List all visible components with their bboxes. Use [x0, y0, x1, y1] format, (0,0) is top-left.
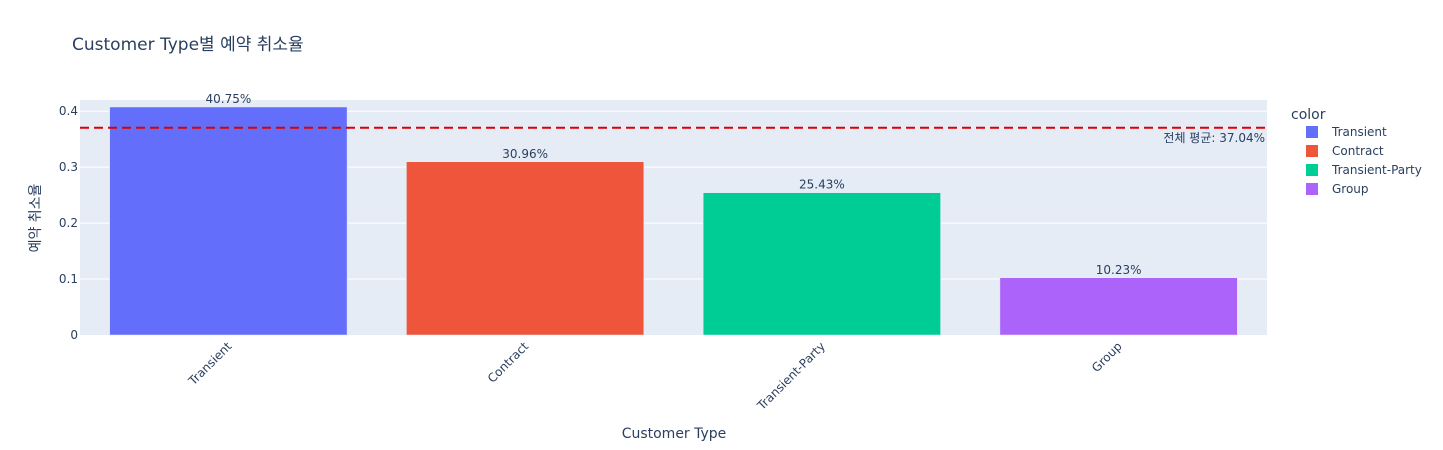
legend: color Transient Contract Transient-Party Gr… [1291, 107, 1422, 196]
legend-item-label: Contract [1332, 144, 1384, 158]
y-tick-label: 0.3 [59, 160, 78, 174]
chart-title: Customer Type별 예약 취소율 [72, 35, 304, 55]
bar-transient-party [702, 192, 941, 336]
x-axis-ticks: Transient Contract Transient-Party Group [185, 339, 1125, 413]
legend-swatch [1306, 145, 1318, 157]
x-tick-label: Group [1089, 339, 1125, 375]
x-tick-label: Contract [485, 339, 532, 386]
x-tick-label: Transient [185, 339, 235, 389]
legend-swatch [1306, 126, 1318, 138]
bars: 40.75% 30.96% 25.43% 10.23% [109, 92, 1238, 336]
legend-swatch [1306, 183, 1318, 195]
bar-value-label: 30.96% [502, 147, 548, 161]
x-tick-label: Transient-Party [754, 339, 828, 413]
y-axis-title: 예약 취소율 [28, 183, 44, 252]
average-label: 전체 평균: 37.04% [1163, 131, 1265, 145]
bar-transient [109, 106, 348, 336]
bar-value-label: 10.23% [1096, 263, 1142, 277]
y-tick-label: 0 [70, 328, 78, 342]
legend-item-label: Transient-Party [1331, 163, 1422, 177]
y-axis-ticks: 0 0.1 0.2 0.3 0.4 [59, 104, 78, 342]
legend-item-label: Transient [1331, 125, 1387, 139]
reference-line-group: 전체 평균: 37.04% [80, 126, 1267, 145]
legend-title: color [1291, 107, 1326, 123]
legend-item-label: Group [1332, 182, 1369, 196]
y-tick-label: 0.2 [59, 216, 78, 230]
y-tick-label: 0.1 [59, 272, 78, 286]
bar-value-label: 40.75% [205, 92, 251, 106]
bar-value-label: 25.43% [799, 178, 845, 192]
bar-group [999, 277, 1238, 336]
x-axis-title: Customer Type [622, 426, 727, 442]
bar-contract [406, 161, 645, 336]
legend-swatch [1306, 164, 1318, 176]
y-tick-label: 0.4 [59, 104, 78, 118]
